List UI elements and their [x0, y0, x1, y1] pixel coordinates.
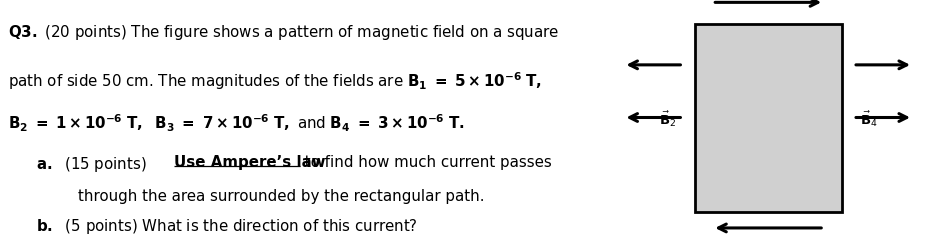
Bar: [695, 24, 842, 212]
Text: $\mathbf{B_2}$ $\mathbf{=}$ $\mathbf{1 \times 10^{-6}}$ $\mathbf{T,}$  $\mathbf{: $\mathbf{B_2}$ $\mathbf{=}$ $\mathbf{1 \…: [8, 113, 464, 134]
Text: $\mathbf{b.}$  (5 points) What is the direction of this current?: $\mathbf{b.}$ (5 points) What is the dir…: [36, 217, 418, 235]
Text: through the area surrounded by the rectangular path.: through the area surrounded by the recta…: [78, 189, 484, 204]
Text: to find how much current passes: to find how much current passes: [300, 155, 551, 170]
Text: $\mathbf{Q3.}$ (20 points) The figure shows a pattern of magnetic field on a squ: $\mathbf{Q3.}$ (20 points) The figure sh…: [8, 24, 559, 43]
Text: path of side 50 cm. The magnitudes of the fields are $\mathbf{B_1}$ $\mathbf{=}$: path of side 50 cm. The magnitudes of th…: [8, 70, 542, 92]
Text: $\vec{\mathbf{B}}_2$: $\vec{\mathbf{B}}_2$: [659, 110, 677, 129]
Text: $\vec{\mathbf{B}}_4$: $\vec{\mathbf{B}}_4$: [860, 110, 878, 129]
Text: $\mathbf{a.}$  (15 points): $\mathbf{a.}$ (15 points): [36, 155, 148, 174]
Text: Use Ampere’s law: Use Ampere’s law: [174, 155, 326, 170]
